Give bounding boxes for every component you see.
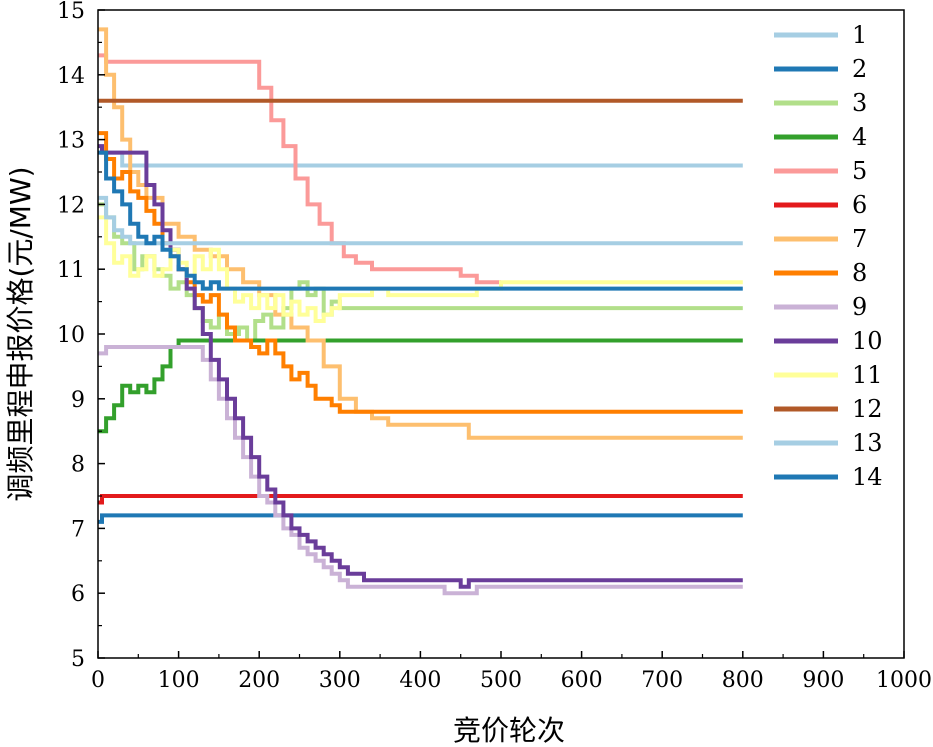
- legend-label-4: 4: [852, 123, 867, 151]
- y-tick-label: 13: [57, 129, 85, 154]
- legend-label-6: 6: [852, 191, 867, 219]
- x-tick-label: 700: [641, 668, 683, 693]
- series-line-9: [98, 345, 743, 596]
- legend-label-10: 10: [852, 327, 883, 355]
- x-axis-title: 竞价轮次: [453, 714, 565, 747]
- y-tick-label: 7: [71, 517, 85, 542]
- series-line-8: [98, 131, 743, 414]
- series-line-13: [98, 195, 743, 246]
- legend-label-3: 3: [852, 89, 867, 117]
- x-tick-label: 300: [319, 668, 361, 693]
- legend-label-12: 12: [852, 395, 883, 423]
- legend-label-9: 9: [852, 293, 867, 321]
- y-tick-label: 9: [71, 388, 85, 413]
- series-line-14: [98, 150, 743, 291]
- y-tick-label: 6: [71, 582, 85, 607]
- legend-label-14: 14: [852, 463, 883, 491]
- legend-label-13: 13: [852, 429, 883, 457]
- series-line-2: [98, 513, 743, 524]
- x-tick-label: 900: [802, 668, 844, 693]
- series-line-7: [98, 27, 743, 440]
- x-tick-label: 0: [91, 668, 105, 693]
- x-axis: 0 100 200 300 400 500 600 700 800 900 1000: [91, 651, 932, 693]
- x-tick-label: 100: [158, 668, 200, 693]
- series-line-1: [98, 150, 743, 168]
- series-line-5: [98, 53, 501, 285]
- y-axis: 5 6 7 8 9 10 11 12 13 14 15: [57, 0, 105, 672]
- x-tick-label: 500: [480, 668, 522, 693]
- y-tick-label: 12: [57, 193, 85, 218]
- x-tick-label: 800: [722, 668, 764, 693]
- legend-label-2: 2: [852, 55, 867, 83]
- legend-label-1: 1: [852, 21, 867, 49]
- y-tick-label: 8: [71, 453, 85, 478]
- legend-label-11: 11: [852, 361, 883, 389]
- legend-label-5: 5: [852, 157, 867, 185]
- y-tick-label: 11: [57, 258, 85, 283]
- y-tick-label: 5: [71, 647, 85, 672]
- x-tick-label: 600: [561, 668, 603, 693]
- plot-frame: [97, 9, 905, 659]
- y-tick-label: 14: [57, 64, 85, 89]
- series-line-10: [98, 144, 743, 589]
- legend-label-8: 8: [852, 259, 867, 287]
- y-axis-title: 调频里程申报价格(元/MW): [4, 166, 37, 501]
- plot-lines: [98, 27, 743, 596]
- y-tick-label: 10: [57, 323, 85, 348]
- series-line-11: [98, 215, 743, 323]
- series-line-4: [98, 338, 743, 434]
- series-line-6: [98, 494, 743, 505]
- x-tick-label: 200: [238, 668, 280, 693]
- legend-label-7: 7: [852, 225, 867, 253]
- x-tick-label: 1000: [876, 668, 932, 693]
- x-tick-label: 400: [399, 668, 441, 693]
- y-tick-label: 15: [57, 0, 85, 24]
